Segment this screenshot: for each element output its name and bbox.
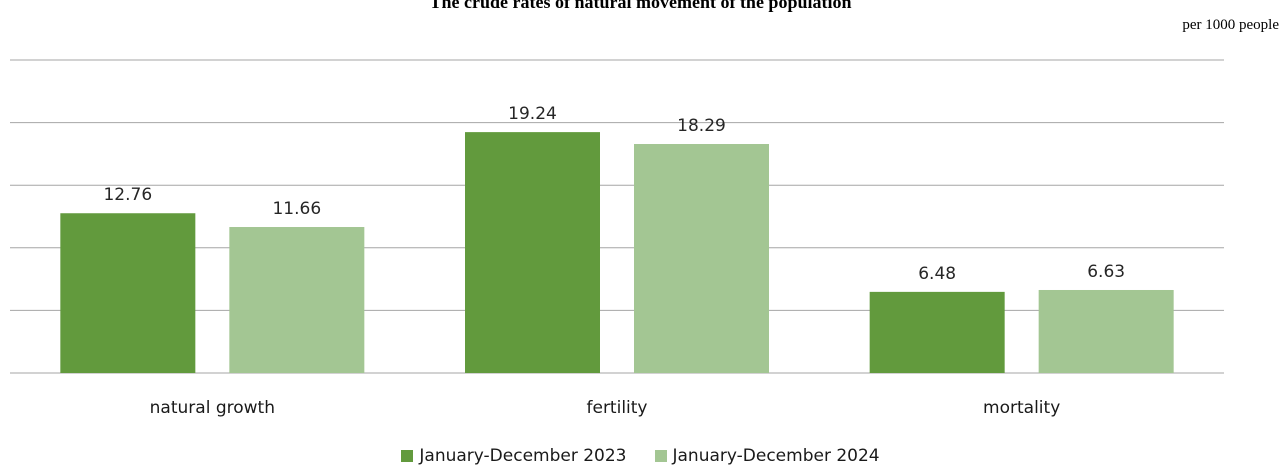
data-label: 11.66 [272,199,321,219]
legend: January-December 2023 January-December 2… [0,446,1281,466]
category-label: mortality [983,398,1060,418]
legend-item-2023: January-December 2023 [401,446,627,466]
legend-swatch-2023 [401,450,414,462]
data-label: 19.24 [508,104,557,124]
legend-item-2024: January-December 2024 [654,446,880,466]
chart-title: The crude rates of natural movement of t… [429,0,852,12]
bar-mortality-series-2 [1038,289,1174,373]
data-label: 6.48 [918,264,956,284]
bar-mortality-series-1 [869,291,1005,373]
legend-swatch-2024 [654,450,667,462]
legend-label-2023: January-December 2023 [419,446,627,466]
bar-natural-growth-series-1 [60,213,196,373]
category-label: fertility [587,398,648,418]
data-label: 12.76 [103,185,152,205]
data-label: 6.63 [1087,262,1125,282]
data-label: 18.29 [677,116,726,136]
bar-fertility-series-2 [634,144,769,373]
bar-chart: 12.76 11.66 natural growth 19.24 18.29 fertil… [10,59,1224,418]
category-label: natural growth [150,398,275,418]
bar-fertility-series-1 [465,132,600,373]
legend-label-2024: January-December 2024 [672,446,880,466]
bar-natural-growth-series-2 [229,227,365,373]
unit-label: per 1000 people [1182,17,1279,33]
